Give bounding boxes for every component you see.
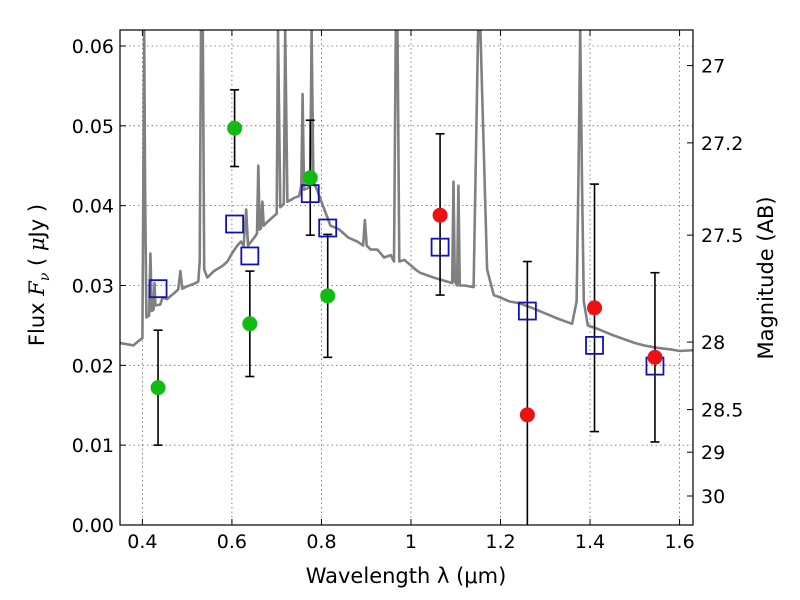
- green-point-2: [242, 316, 258, 332]
- y2-tick-label-3: 28: [701, 332, 725, 354]
- red-point-1: [519, 407, 535, 423]
- tick-labels: 0.4 0.6 0.8 1 1.2 1.4 1.6 0.00 0.01 0.02 0.03 0.04 0…: [72, 36, 744, 553]
- model-squares: [148, 184, 665, 376]
- y2-tick-label-0: 27: [701, 56, 725, 78]
- x-axis-label: Wavelength λ (μm): [306, 564, 507, 588]
- y-tick-label-0: 0.00: [72, 515, 114, 537]
- spectrum-line: [120, 30, 693, 353]
- plot-frame: [119, 29, 694, 526]
- green-point-1: [227, 120, 243, 136]
- y-tick-label-6: 0.06: [72, 36, 114, 58]
- y-tick-label-1: 0.01: [72, 435, 114, 457]
- green-point-4: [320, 288, 336, 304]
- axes: [119, 29, 694, 526]
- y2-tick-label-6: 30: [701, 486, 725, 508]
- y-tick-label-3: 0.03: [72, 275, 114, 297]
- y-axis-label: Flux Fν ( μJy ): [25, 204, 53, 346]
- model-square-2: [240, 246, 260, 266]
- x-tick-label-2: 0.8: [306, 531, 336, 553]
- red-point-2: [587, 300, 603, 316]
- model-square-1: [225, 214, 245, 234]
- red-point-0: [432, 207, 448, 223]
- model-square-7: [585, 335, 604, 355]
- model-square-4: [318, 218, 338, 238]
- y-tick-label-2: 0.02: [72, 355, 114, 377]
- model-spectrum: [120, 30, 693, 353]
- y2-axis-label: Magnitude (AB): [754, 196, 778, 359]
- y2-tick-label-5: 29: [701, 442, 725, 464]
- red-point-3: [647, 349, 663, 365]
- x-tick-label-6: 1.6: [664, 531, 694, 553]
- model-square-5: [430, 237, 450, 257]
- y-tick-label-5: 0.05: [72, 116, 114, 138]
- model-square-0: [148, 279, 168, 299]
- grid: [120, 30, 693, 525]
- y-tick-label-4: 0.04: [72, 196, 114, 218]
- x-tick-label-1: 0.6: [217, 531, 247, 553]
- green-point-3: [302, 170, 318, 186]
- data-points: [150, 120, 663, 423]
- green-point-0: [150, 380, 166, 396]
- y2-tick-label-2: 27.5: [701, 225, 743, 247]
- x-tick-label-0: 0.4: [127, 531, 157, 553]
- model-square-6: [517, 301, 537, 321]
- y2-tick-label-1: 27.2: [701, 133, 743, 155]
- y2-tick-label-4: 28.5: [701, 400, 743, 422]
- x-tick-label-5: 1.4: [575, 531, 605, 553]
- x-tick-label-4: 1.2: [485, 531, 515, 553]
- x-tick-label-3: 1: [405, 531, 417, 553]
